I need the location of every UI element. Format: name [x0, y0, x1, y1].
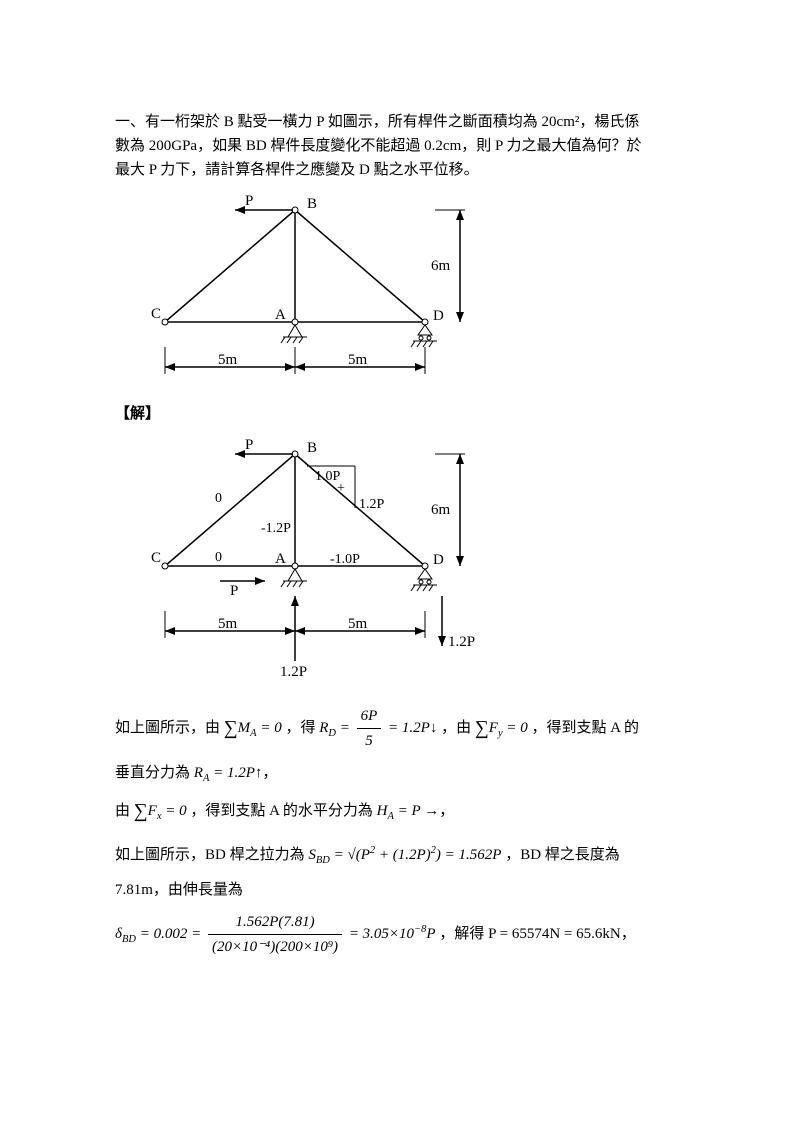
- reaction-ha: P: [230, 583, 238, 599]
- sol-4b: ，BD 桿之長度為: [505, 847, 620, 863]
- force-bd-v: 1.2P: [359, 497, 385, 512]
- force-bc: 0: [215, 491, 222, 506]
- reaction-ra: 1.2P: [280, 664, 307, 680]
- label-5m-left-2: 5m: [218, 616, 238, 632]
- force-ca: 0: [215, 550, 222, 565]
- truss-diagram-1: B C A D P 6m 5m: [145, 192, 485, 392]
- force-bd-plus: +: [337, 481, 345, 496]
- frac-den-1: 5: [357, 729, 382, 753]
- label-B: B: [307, 196, 317, 212]
- label-C: C: [151, 306, 161, 322]
- figure-1: B C A D P 6m 5m: [145, 192, 678, 392]
- label-B2: B: [307, 440, 317, 456]
- frac-num-1: 6P: [357, 704, 382, 729]
- reaction-rd: 1.2P: [448, 634, 475, 650]
- label-5m-left: 5m: [218, 352, 238, 368]
- label-6m-2: 6m: [431, 502, 451, 518]
- solution-line-1: 如上圖所示，由 ∑MA = 0 ，得 RD = 6P5 = 1.2P↓ ，由 ∑…: [115, 704, 678, 753]
- sol-1b: ，得: [285, 720, 315, 736]
- sol-1d: ，得到支點 A 的: [531, 720, 639, 736]
- label-A2: A: [275, 551, 286, 567]
- label-5m-right: 5m: [348, 352, 368, 368]
- sol-3a: 由: [115, 803, 130, 819]
- label-D: D: [433, 308, 444, 324]
- figure-2: B C A D P 1.0P + 1.2P 0 -1.2P 0 -1.0P P: [145, 436, 678, 696]
- sol-6rhs: ，解得 P = 65574N = 65.6kN，: [439, 926, 635, 942]
- label-A: A: [275, 307, 286, 323]
- solution-header: 【解】: [115, 402, 678, 426]
- solution-line-3: 由 ∑Fx = 0 ，得到支點 A 的水平分力為 HA = P →，: [115, 796, 678, 827]
- force-ad: -1.0P: [330, 552, 360, 567]
- sol-4a: 如上圖所示，BD 桿之拉力為: [115, 847, 305, 863]
- problem-line2: 數為 200GPa，如果 BD 桿件長度變化不能超過 0.2cm，則 P 力之最…: [115, 138, 642, 154]
- problem-line3: 最大 P 力下，請計算各桿件之應變及 D 點之水平位移。: [115, 162, 479, 178]
- solution-line-2: 垂直分力為 RA = 1.2P↑，: [115, 761, 678, 788]
- problem-line1: 一、有一桁架於 B 點受一橫力 P 如圖示，所有桿件之斷面積均為 20cm²，楊…: [115, 114, 639, 130]
- frac-den-2: (20×10⁻⁴)(200×10⁹): [208, 935, 342, 959]
- label-5m-right-2: 5m: [348, 616, 368, 632]
- label-6m: 6m: [431, 258, 451, 274]
- label-P2: P: [245, 437, 253, 453]
- solution-line-6: δBD = 0.002 = 1.562P(7.81)(20×10⁻⁴)(200×…: [115, 910, 678, 959]
- label-C2: C: [151, 550, 161, 566]
- sol-1c: ，由: [441, 720, 471, 736]
- label-D2: D: [433, 552, 444, 568]
- sol-1a: 如上圖所示，由: [115, 720, 220, 736]
- truss-diagram-2: B C A D P 1.0P + 1.2P 0 -1.2P 0 -1.0P P: [145, 436, 505, 696]
- solution-line-4: 如上圖所示，BD 桿之拉力為 SBD = √(P2 + (1.2P)2) = 1…: [115, 843, 678, 870]
- sol-5: 7.81m，由伸長量為: [115, 882, 243, 898]
- solution-line-5: 7.81m，由伸長量為: [115, 878, 678, 902]
- problem-statement: 一、有一桁架於 B 點受一橫力 P 如圖示，所有桿件之斷面積均為 20cm²，楊…: [115, 110, 678, 182]
- label-P: P: [245, 193, 253, 209]
- force-ba: -1.2P: [261, 521, 291, 536]
- frac-num-2: 1.562P(7.81): [208, 910, 342, 935]
